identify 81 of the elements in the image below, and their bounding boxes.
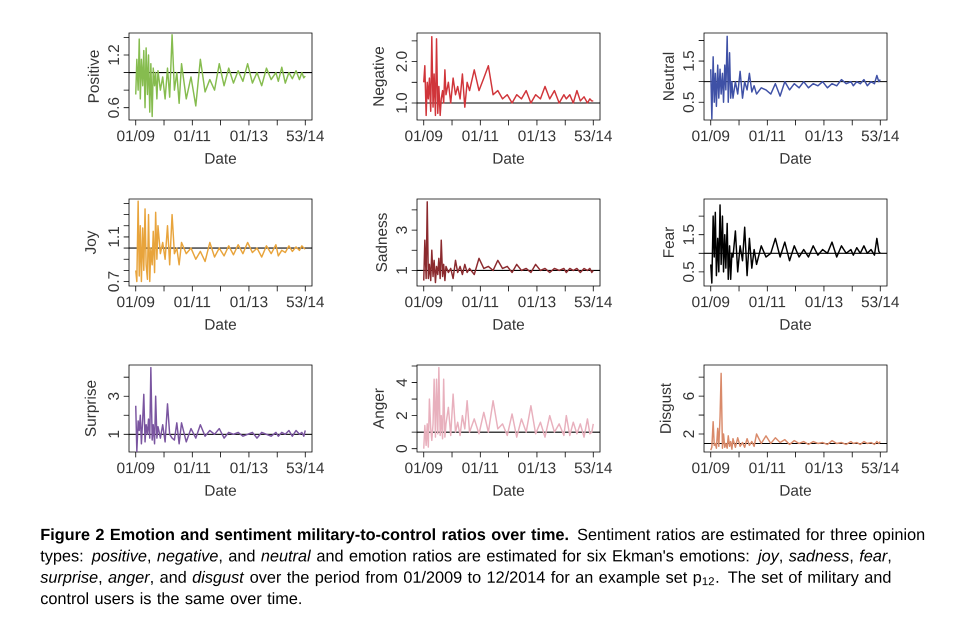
y-tick-label: 0.5 (683, 262, 694, 282)
line-series (423, 366, 594, 450)
line-series (135, 200, 306, 282)
x-tick-label: 01/13 (230, 296, 268, 308)
x-tick-label: 01/09 (405, 296, 442, 308)
y-axis-title: Sadness (376, 213, 387, 272)
y-tick-label: 3 (108, 392, 119, 400)
y-tick-label: 3 (396, 226, 407, 234)
x-tick-label: 01/13 (518, 130, 556, 142)
y-tick-label: 1.5 (683, 224, 694, 244)
x-tick-label: 01/11 (462, 130, 498, 142)
line-series (423, 36, 594, 116)
x-tick-label: 01/09 (692, 130, 730, 142)
x-tick-label: 01/09 (692, 462, 730, 474)
y-axis-title: Joy (85, 230, 99, 254)
y-tick-label: 1 (396, 266, 407, 274)
x-tick-label: 01/09 (405, 462, 442, 474)
x-tick-label: 53/14 (862, 462, 899, 474)
x-tick-label: 01/09 (117, 462, 154, 474)
line-series (710, 372, 882, 451)
x-tick-label: 01/11 (174, 130, 210, 142)
y-tick-label: 1.5 (683, 51, 694, 71)
x-tick-label: 53/14 (574, 296, 612, 308)
line-series (135, 34, 306, 118)
x-tick-label: 01/11 (749, 462, 786, 474)
x-axis-title: Date (206, 153, 236, 164)
y-tick-label: 1.1 (108, 227, 119, 246)
y-tick-label: 1.0 (396, 92, 407, 113)
y-tick-label: 1.2 (108, 45, 119, 64)
x-tick-label: 01/11 (174, 462, 210, 474)
y-axis-title: Neutral (662, 52, 674, 100)
y-tick-label: 0.7 (108, 272, 119, 292)
y-tick-label: 6 (683, 392, 694, 400)
x-tick-label: 53/14 (286, 462, 324, 474)
x-tick-label: 01/11 (749, 296, 786, 308)
x-tick-label: 01/09 (405, 130, 442, 142)
y-axis-title: Negative (372, 46, 387, 106)
x-tick-label: 53/14 (574, 130, 612, 142)
x-tick-label: 01/09 (692, 296, 730, 308)
x-tick-label: 01/13 (805, 130, 842, 142)
x-tick-label: 53/14 (574, 462, 612, 474)
x-tick-label: 01/13 (518, 296, 556, 308)
x-axis-title: Date (206, 485, 236, 496)
y-tick-label: 0 (396, 445, 407, 452)
y-tick-label: 2 (396, 412, 407, 420)
text: Figure 2 Emotion and sentiment military-to-control ratios over time. Sentiment ratios are estimated for three opinion types: positive, negative, and neutral and emotion ratios are estimated for six Ekman's emotions: joy, sadness, fear, surprise, anger, and disgust over the period from 01/2009 to 12/2014 for an example set p$_{12}$. The set of military and control users is the same over time. (40, 528, 924, 604)
y-tick-label: 2.0 (396, 52, 407, 72)
y-tick-label: 4 (396, 378, 407, 386)
x-axis-title: Date (780, 153, 812, 164)
x-tick-label: 01/13 (230, 130, 268, 142)
line-series (710, 36, 882, 120)
x-tick-label: 53/14 (862, 130, 899, 142)
y-axis-title: Positive (88, 50, 99, 102)
x-tick-label: 01/11 (174, 296, 210, 308)
x-axis-title: Date (780, 319, 812, 330)
x-tick-label: 01/13 (230, 462, 268, 474)
y-tick-label: 1 (108, 430, 119, 438)
x-axis-title: Date (780, 485, 812, 496)
x-axis-title: Date (494, 153, 524, 164)
x-axis-title: Date (206, 319, 236, 330)
x-tick-label: 01/11 (749, 130, 786, 142)
y-tick-label: 0.5 (683, 92, 694, 112)
x-tick-label: 01/09 (117, 130, 154, 142)
line-series (423, 201, 594, 284)
x-tick-label: 01/11 (462, 462, 498, 474)
x-tick-label: 01/09 (117, 296, 154, 308)
x-tick-label: 53/14 (286, 130, 324, 142)
x-tick-label: 01/13 (805, 296, 842, 308)
y-axis-title: Surprise (84, 380, 99, 436)
x-tick-label: 01/13 (518, 462, 556, 474)
y-tick-label: 2 (683, 430, 694, 438)
x-axis-title: Date (494, 319, 524, 330)
y-axis-title: Disgust (660, 383, 674, 433)
x-tick-label: 53/14 (286, 296, 324, 308)
y-axis-title: Anger (373, 388, 387, 429)
x-axis-title: Date (494, 485, 524, 496)
x-tick-label: 01/13 (805, 462, 842, 474)
y-axis-title: Fear (663, 227, 674, 258)
y-tick-label: 0.6 (108, 98, 119, 118)
x-tick-label: 01/11 (462, 296, 498, 308)
x-tick-label: 53/14 (862, 296, 899, 308)
